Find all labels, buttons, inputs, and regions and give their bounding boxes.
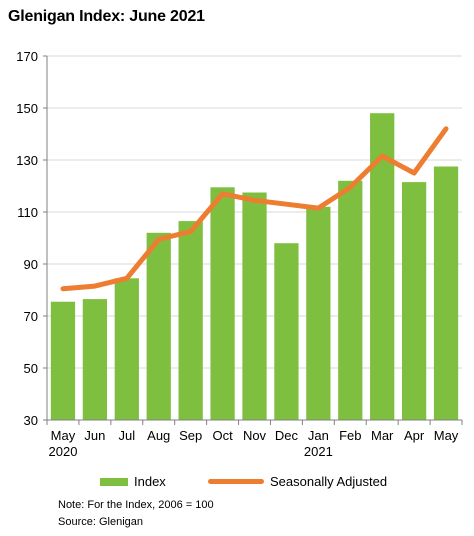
y-tick-label: 130 <box>16 153 38 168</box>
index-bar <box>178 221 203 420</box>
chart-title: Glenigan Index: June 2021 <box>8 8 205 25</box>
y-tick-label: 110 <box>17 205 38 220</box>
index-bar <box>433 166 459 420</box>
index-bar <box>306 206 331 420</box>
x-tick-label: Nov <box>243 428 267 443</box>
x-tick-label: Mar <box>371 428 394 443</box>
legend-swatch-index <box>100 477 128 486</box>
legend: Index Seasonally Adjusted <box>0 474 474 492</box>
x-tick-label: Jan <box>308 428 329 443</box>
seasonally-adjusted-line-group <box>60 126 449 292</box>
y-tick-label: 150 <box>16 101 38 116</box>
x-tick-label: Sep <box>179 428 202 443</box>
y-tick-label: 50 <box>24 361 38 376</box>
x-tick-label: Dec <box>275 428 299 443</box>
legend-label-index: Index <box>134 474 166 489</box>
x-tick-label: Apr <box>404 428 425 443</box>
index-bar <box>146 232 171 420</box>
legend-label-seasonally-adjusted: Seasonally Adjusted <box>270 474 388 489</box>
y-tick-label: 70 <box>24 309 38 324</box>
x-tick-label: Aug <box>147 428 170 443</box>
bars <box>50 113 459 420</box>
index-bar <box>114 278 139 420</box>
x-tick-label: Jul <box>118 428 135 443</box>
note-index-base: Note: For the Index, 2006 = 100 <box>58 499 214 511</box>
y-tick-label: 90 <box>24 257 38 272</box>
x-tick-label: Feb <box>339 428 361 443</box>
x-year-label: 2020 <box>49 444 78 459</box>
index-bar <box>82 299 108 420</box>
index-bar <box>401 182 427 420</box>
notes: Note: For the Index, 2006 = 100 Source: … <box>58 497 214 531</box>
x-year-label: 2021 <box>304 444 333 459</box>
x-tick-label: May <box>434 428 459 443</box>
x-tick-label: Jun <box>84 428 105 443</box>
seasonally-adjusted-line <box>60 126 449 292</box>
legend-item-seasonally-adjusted: Seasonally Adjusted <box>208 474 387 489</box>
index-bar <box>274 243 299 420</box>
x-tick-label: Oct <box>212 428 233 443</box>
index-bar <box>50 301 76 420</box>
index-bar <box>210 187 235 420</box>
x-tick-label: May <box>51 428 76 443</box>
index-bar <box>242 192 267 420</box>
index-bar <box>338 180 363 420</box>
legend-swatch-seasonally-adjusted <box>208 479 264 484</box>
y-tick-label: 30 <box>24 413 38 428</box>
note-source: Source: Glenigan <box>58 516 143 528</box>
legend-item-index: Index <box>100 474 166 489</box>
y-tick-label: 170 <box>16 49 38 64</box>
